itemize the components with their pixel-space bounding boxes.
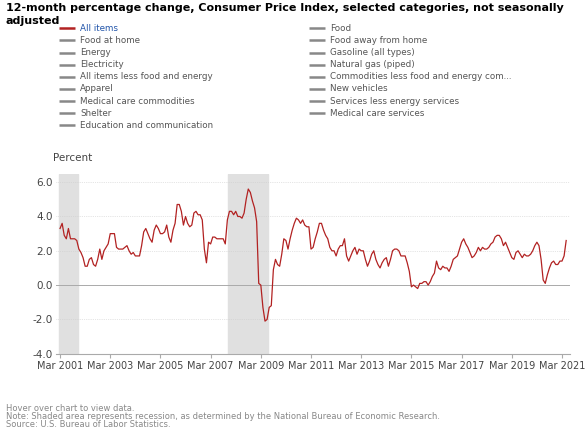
Text: All items less food and energy: All items less food and energy [80, 72, 213, 81]
Text: Shelter: Shelter [80, 109, 111, 118]
Text: Food: Food [330, 24, 351, 33]
Text: Electricity: Electricity [80, 60, 123, 69]
Text: Food at home: Food at home [80, 36, 140, 45]
Text: Services less energy services: Services less energy services [330, 97, 459, 105]
Text: Source: U.S. Bureau of Labor Statistics.: Source: U.S. Bureau of Labor Statistics. [6, 420, 171, 429]
Text: Commodities less food and energy com...: Commodities less food and energy com... [330, 72, 512, 81]
Text: 12-month percentage change, Consumer Price Index, selected categories, not seaso: 12-month percentage change, Consumer Pri… [6, 3, 564, 13]
Text: Energy: Energy [80, 48, 111, 57]
Text: Natural gas (piped): Natural gas (piped) [330, 60, 415, 69]
Text: New vehicles: New vehicles [330, 85, 387, 93]
Text: Food away from home: Food away from home [330, 36, 427, 45]
Text: Percent: Percent [54, 153, 92, 163]
Text: Note: Shaded area represents recession, as determined by the National Bureau of : Note: Shaded area represents recession, … [6, 412, 440, 421]
Text: Apparel: Apparel [80, 85, 113, 93]
Bar [228, 174, 268, 354]
Text: Hover over chart to view data.: Hover over chart to view data. [6, 404, 135, 414]
Text: Medical care commodities: Medical care commodities [80, 97, 195, 105]
Bar [59, 174, 78, 354]
Text: Education and communication: Education and communication [80, 121, 213, 130]
Text: Medical care services: Medical care services [330, 109, 425, 118]
Text: Gasoline (all types): Gasoline (all types) [330, 48, 415, 57]
Text: adjusted: adjusted [6, 16, 60, 26]
Text: All items: All items [80, 24, 118, 33]
